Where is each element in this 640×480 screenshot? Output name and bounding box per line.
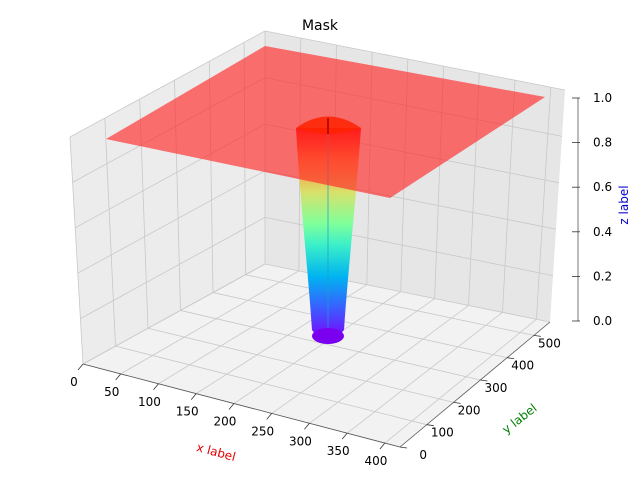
y-axis-line (399, 321, 551, 448)
y-tick-label: 500 (538, 336, 561, 350)
y-axis-label: y label (499, 401, 539, 437)
x-tick-label: 300 (289, 434, 312, 448)
z-tick-label: 0.4 (593, 225, 612, 239)
x-grid-line (120, 270, 300, 375)
y-grid-line (115, 345, 427, 426)
x-grid-wall-line (536, 87, 552, 320)
z-tick-label: 0.0 (593, 314, 612, 328)
x-grid-wall-line (502, 80, 516, 313)
y-tick (426, 424, 434, 427)
y-tick-label: 400 (511, 359, 534, 373)
z-tick-label: 1.0 (593, 91, 612, 105)
x-grid-line (271, 298, 435, 414)
x-tick (115, 373, 122, 381)
y-tick (533, 334, 541, 337)
x-grid-line (233, 291, 401, 404)
z-grid-left-line (69, 30, 266, 138)
chart-title: Mask (302, 18, 339, 34)
z-axis-label: z label (617, 185, 631, 224)
y-grid-line (212, 292, 508, 359)
x-tick-label: 350 (327, 444, 350, 458)
x-tick-label: 50 (104, 385, 119, 399)
y-tick (480, 379, 488, 382)
x-tick (153, 383, 159, 391)
x-tick-label: 150 (176, 405, 199, 419)
y-tick (507, 357, 515, 360)
x-grid-line (384, 318, 537, 444)
x-tick-label: 0 (70, 375, 78, 389)
z-tick-label: 0.2 (593, 269, 612, 283)
y-tick-label: 0 (419, 448, 427, 462)
z-grid-left-line (82, 263, 266, 365)
x-grid-line (346, 312, 503, 434)
x-tick (266, 413, 272, 420)
x-axis-label: x label (195, 440, 237, 464)
z-tick-label: 0.6 (593, 180, 612, 194)
pane-floor (83, 264, 550, 447)
x-tick-label: 200 (213, 415, 236, 429)
well-rim (296, 116, 361, 134)
x-tick (379, 442, 386, 450)
z-tick-label: 0.8 (593, 136, 612, 150)
x-tick-label: 250 (251, 424, 274, 438)
y-grid-wall-line (104, 118, 116, 347)
tick-marks (77, 97, 580, 450)
well-bottom (312, 328, 344, 344)
y-tick (399, 446, 408, 449)
y-grid-wall-line (69, 136, 84, 365)
y-grid-line (180, 310, 481, 381)
x-tick (77, 363, 84, 371)
y-tick-label: 300 (484, 381, 507, 395)
x-tick-label: 100 (138, 395, 161, 409)
y-tick (453, 401, 461, 404)
x-grid-line (309, 305, 469, 424)
x-tick (341, 432, 348, 440)
y-grid-line (245, 274, 535, 336)
x-tick (190, 393, 197, 400)
x-tick (304, 423, 310, 430)
y-tick-label: 200 (458, 403, 481, 417)
z-grid-left-line (80, 217, 266, 319)
y-grid-line (147, 327, 454, 403)
x-tick-label: 400 (364, 454, 387, 468)
z-grid-back-line (264, 30, 566, 91)
z-grid-left-line (77, 170, 266, 274)
y-tick-label: 100 (431, 426, 454, 440)
x-grid-line (158, 277, 334, 385)
x-tick (228, 403, 235, 410)
